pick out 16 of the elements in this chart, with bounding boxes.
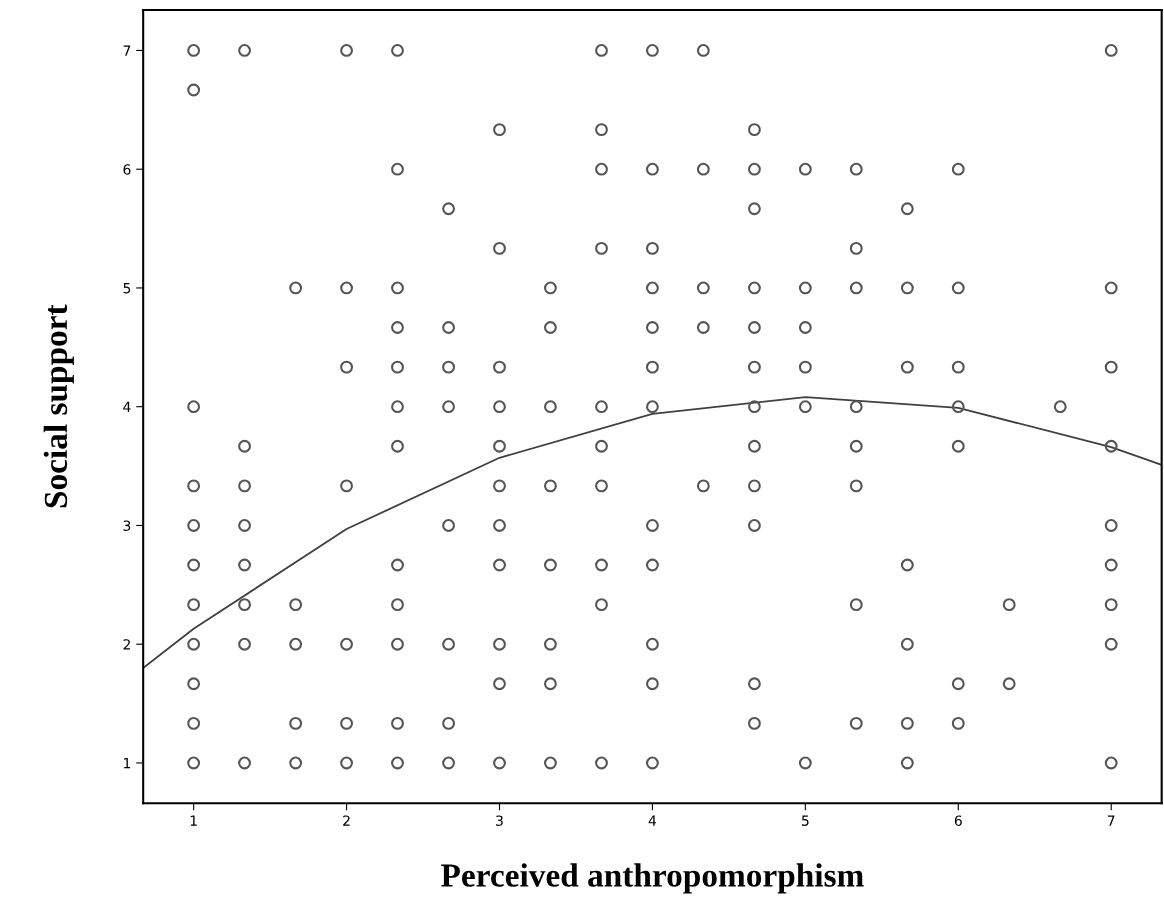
x-axis-title: Perceived anthropomorphism xyxy=(441,863,864,894)
x-tick-label: 2 xyxy=(343,815,350,826)
y-tick-label: 6 xyxy=(123,164,131,175)
y-axis-title: Social support xyxy=(43,304,74,508)
y-tick-label: 7 xyxy=(123,45,131,56)
y-tick-label: 1 xyxy=(124,758,131,769)
x-tick-label: 3 xyxy=(496,815,503,826)
x-tick-label: 1 xyxy=(190,815,197,826)
x-tick-label: 5 xyxy=(802,815,809,826)
x-tick-label: 6 xyxy=(954,815,962,826)
y-tick-label: 2 xyxy=(123,639,130,650)
y-tick-label: 5 xyxy=(123,283,131,294)
x-tick-label: 4 xyxy=(648,815,657,826)
y-tick-label: 4 xyxy=(123,401,131,412)
y-tick-label: 3 xyxy=(123,520,131,531)
x-tick-label: 7 xyxy=(1107,815,1115,826)
